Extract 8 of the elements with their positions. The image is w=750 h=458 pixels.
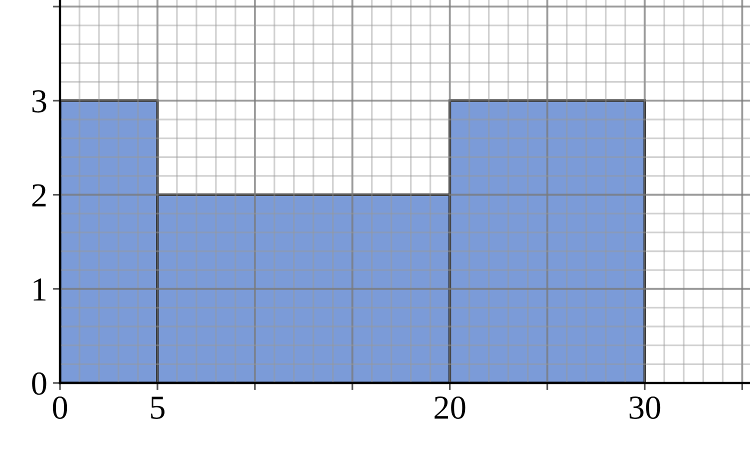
x-tick-label: 5 — [151, 396, 164, 419]
x-tick-label: 20 — [434, 396, 466, 419]
x-tick-label: 30 — [630, 396, 660, 419]
y-tick-label: 3 — [32, 90, 46, 113]
x-tick-label: 0 — [52, 396, 68, 419]
y-tick-label: 0 — [32, 372, 46, 395]
y-tick-label: 1 — [34, 278, 46, 300]
y-tick-label: 2 — [32, 184, 46, 206]
